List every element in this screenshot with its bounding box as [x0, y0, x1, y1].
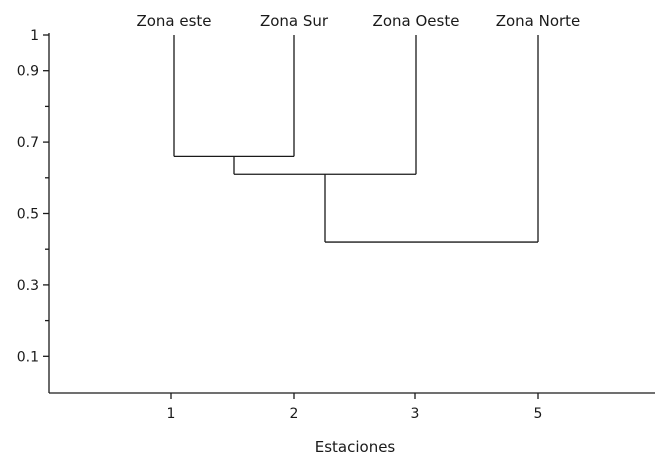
x-tick-label: 1 — [167, 406, 176, 422]
leaf-labels: Zona este Zona Sur Zona Oeste Zona Norte — [136, 12, 580, 30]
leaf-label: Zona Norte — [496, 12, 581, 30]
x-tick-label: 3 — [411, 406, 420, 422]
dendrogram-links — [173, 35, 539, 243]
leaf-label: Zona Sur — [260, 12, 329, 30]
leaf-label: Zona Oeste — [373, 12, 460, 30]
x-tick-label: 5 — [534, 406, 543, 422]
axes: 1 0.9 0.7 0.5 0.3 0.1 1 2 3 5 — [17, 28, 655, 422]
leaf-label: Zona este — [136, 12, 211, 30]
x-axis-title: Estaciones — [315, 438, 396, 456]
y-tick-label: 0.7 — [17, 135, 39, 151]
y-tick-label: 0.1 — [17, 349, 39, 365]
x-tick-label: 2 — [290, 406, 299, 422]
y-tick-label: 0.3 — [17, 278, 39, 294]
y-tick-label: 0.9 — [17, 64, 39, 80]
y-tick-label: 0.5 — [17, 207, 39, 223]
y-tick-label: 1 — [30, 28, 39, 44]
